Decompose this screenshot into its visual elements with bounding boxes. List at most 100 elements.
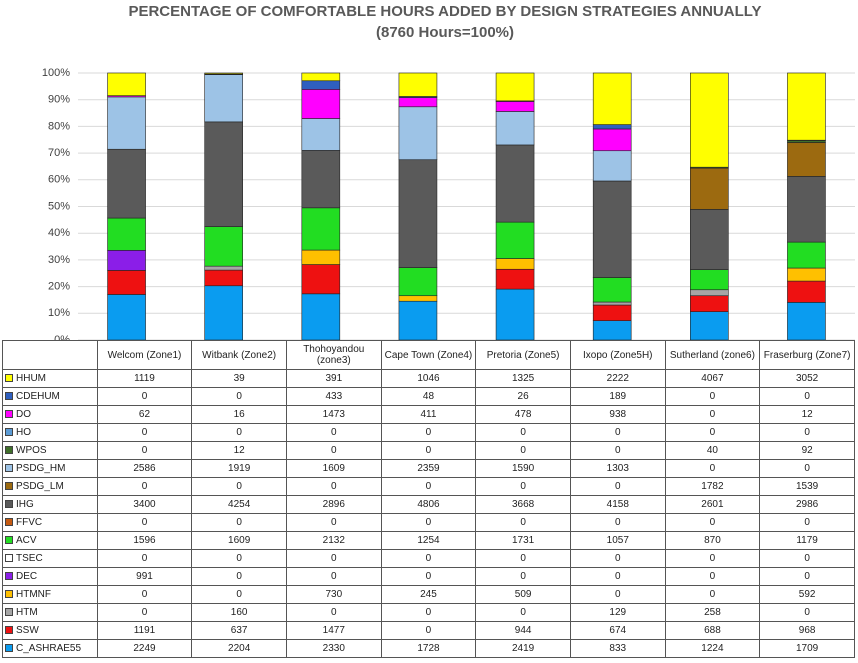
table-value: 0 — [285, 549, 382, 568]
bar-segment — [107, 72, 146, 96]
series-row: HTM 0 160 0 0 0 129 258 0 — [2, 603, 855, 622]
category-label: Sutherland (zone6) — [664, 340, 761, 370]
table-value: 4067 — [664, 369, 761, 388]
bar-segment — [301, 80, 341, 90]
table-value: 1325 — [475, 369, 571, 388]
table-value: 3052 — [759, 369, 855, 388]
table-value: 2419 — [475, 639, 571, 658]
y-tick-label: 60% — [48, 174, 70, 186]
legend-label: DO — [16, 409, 31, 420]
bar-segment — [495, 111, 535, 146]
table-value: 0 — [285, 441, 382, 460]
y-tick-label: 20% — [48, 281, 70, 293]
table-value: 0 — [96, 423, 193, 442]
table-value: 0 — [475, 477, 571, 496]
bar-segment — [690, 289, 729, 297]
data-table: Welcom (Zone1) Witbank (Zone2) Thohoyandou… — [2, 340, 855, 658]
table-value: 1609 — [191, 531, 287, 550]
bar-segment — [787, 176, 826, 243]
table-value: 0 — [475, 567, 571, 586]
table-value: 0 — [664, 459, 761, 478]
table-value: 391 — [285, 369, 382, 388]
series-row: DEC 991 0 0 0 0 0 0 0 — [2, 567, 855, 586]
bar-segment — [690, 269, 729, 291]
table-value: 12 — [759, 405, 855, 424]
series-row: PSDG_HM 2586 1919 1609 2359 1590 1303 0 0 — [2, 459, 855, 478]
legend-cell: HTM — [2, 603, 98, 622]
table-value: 39 — [191, 369, 287, 388]
table-value: 2132 — [285, 531, 382, 550]
series-row: ACV 1596 1609 2132 1254 1731 1057 870 1179 — [2, 531, 855, 550]
legend-swatch — [5, 608, 13, 617]
bar-segment — [398, 72, 438, 97]
table-value: 0 — [475, 549, 571, 568]
table-value: 0 — [759, 549, 855, 568]
bar-segment — [398, 300, 438, 341]
table-value: 0 — [664, 549, 761, 568]
chart-title: PERCENTAGE OF COMFORTABLE HOURS ADDED BY… — [128, 3, 761, 20]
table-value: 1224 — [664, 639, 761, 658]
series-row: TSEC 0 0 0 0 0 0 0 0 — [2, 549, 855, 568]
bar-segment — [398, 106, 438, 161]
table-value: 3400 — [96, 495, 193, 514]
table-value: 0 — [191, 423, 287, 442]
table-value: 0 — [191, 585, 287, 604]
table-value: 478 — [475, 405, 571, 424]
series-row: HHUM 1119 39 391 1046 1325 2222 4067 3052 — [2, 369, 855, 388]
legend-label: HTM — [16, 607, 38, 618]
legend-label: SSW — [16, 625, 39, 636]
legend-cell: FFVC — [2, 513, 98, 532]
legend-label: PSDG_HM — [16, 463, 66, 474]
legend-swatch — [5, 446, 13, 455]
bar-segment — [495, 72, 535, 102]
bar-segment — [690, 72, 729, 168]
table-value: 1191 — [96, 621, 193, 640]
category-label: Fraserburg (Zone7) — [759, 340, 855, 370]
table-value: 48 — [380, 387, 477, 406]
table-value: 2204 — [191, 639, 287, 658]
y-tick-label: 50% — [48, 200, 70, 212]
bar-segment — [107, 294, 146, 341]
bar-segment — [592, 304, 632, 321]
legend-swatch — [5, 428, 13, 437]
series-row: HTMNF 0 0 730 245 509 0 0 592 — [2, 585, 855, 604]
table-value: 26 — [475, 387, 571, 406]
y-tick-label: 30% — [48, 254, 70, 266]
legend-swatch — [5, 590, 13, 599]
table-value: 1919 — [191, 459, 287, 478]
bar-segment — [592, 124, 632, 130]
table-value: 0 — [96, 549, 193, 568]
bar-segment — [301, 118, 341, 151]
legend-cell: C_ASHRAE55 — [2, 639, 98, 658]
bar-segment — [301, 264, 341, 295]
table-value: 0 — [96, 603, 193, 622]
series-row: SSW 1191 637 1477 0 944 674 688 968 — [2, 621, 855, 640]
table-value: 189 — [569, 387, 666, 406]
legend-label: C_ASHRAE55 — [16, 643, 82, 654]
bar-segment — [592, 277, 632, 303]
bar-segment — [690, 167, 729, 210]
table-value: 1119 — [96, 369, 193, 388]
legend-cell: DEC — [2, 567, 98, 586]
table-value: 1782 — [664, 477, 761, 496]
table-value: 0 — [380, 513, 477, 532]
series-row: DO 62 16 1473 411 478 938 0 12 — [2, 405, 855, 424]
table-value: 160 — [191, 603, 287, 622]
series-row: HO 0 0 0 0 0 0 0 0 — [2, 423, 855, 442]
table-value: 4806 — [380, 495, 477, 514]
table-value: 1590 — [475, 459, 571, 478]
table-value: 40 — [664, 441, 761, 460]
legend-label: HTMNF — [16, 589, 51, 600]
bar-segment — [398, 267, 438, 297]
legend-cell: SSW — [2, 621, 98, 640]
header-row: Welcom (Zone1) Witbank (Zone2) Thohoyandou… — [2, 340, 855, 370]
series-row: IHG 3400 4254 2896 4806 3668 4158 2601 2986 — [2, 495, 855, 514]
category-label: Witbank (Zone2) — [191, 340, 287, 370]
table-value: 0 — [475, 423, 571, 442]
legend-label: HHUM — [16, 373, 46, 384]
bar-segment — [592, 72, 632, 125]
legend-swatch — [5, 500, 13, 509]
series-row: PSDG_LM 0 0 0 0 0 0 1782 1539 — [2, 477, 855, 496]
legend-label: CDEHUM — [16, 391, 60, 402]
